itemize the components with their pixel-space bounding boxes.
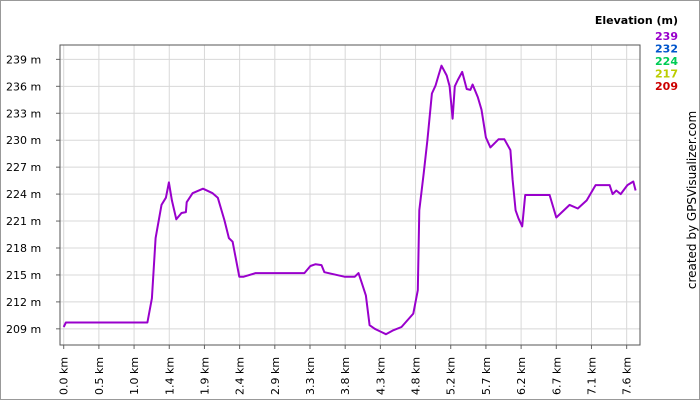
x-tick-label: 0.5 km (93, 357, 106, 395)
legend-value: 239 (655, 30, 678, 43)
y-tick-label: 239 m (6, 53, 41, 66)
y-tick-label: 221 m (6, 215, 41, 228)
x-tick-label: 4.3 km (374, 357, 387, 395)
x-tick-label: 5.2 km (445, 357, 458, 395)
legend-value: 232 (655, 43, 678, 56)
x-tick-label: 2.9 km (269, 357, 282, 395)
elevation-line (62, 64, 637, 336)
x-tick-label: 5.7 km (480, 357, 493, 395)
x-tick-label: 7.6 km (621, 357, 634, 395)
legend-value: 217 (655, 68, 678, 81)
x-tick-label: 1.9 km (198, 357, 211, 395)
x-tick-label: 6.7 km (550, 357, 563, 395)
y-tick-label: 212 m (6, 296, 41, 309)
y-tick-label: 227 m (6, 161, 41, 174)
y-tick-label: 236 m (6, 80, 41, 93)
x-tick-label: 6.2 km (515, 357, 528, 395)
x-tick-label: 1.4 km (163, 357, 176, 395)
legend-title: Elevation (m) (595, 14, 678, 27)
y-tick-label: 224 m (6, 188, 41, 201)
plot-border (59, 44, 641, 346)
legend-value: 209 (655, 80, 678, 93)
plot-area (60, 45, 640, 345)
y-tick-label: 215 m (6, 269, 41, 282)
y-tick-label: 209 m (6, 323, 41, 336)
x-tick-label: 1.0 km (128, 357, 141, 395)
x-tick-label: 2.4 km (234, 357, 247, 395)
x-tick-label: 0.0 km (58, 357, 71, 395)
x-tick-label: 7.1 km (585, 357, 598, 395)
x-tick-label: 3.8 km (339, 357, 352, 395)
y-tick-label: 218 m (6, 242, 41, 255)
x-tick-label: 4.8 km (410, 357, 423, 395)
legend-value: 224 (655, 55, 678, 68)
x-tick-label: 3.3 km (304, 357, 317, 395)
y-tick-label: 230 m (6, 134, 41, 147)
credit: created by GPSVisualizer.com (685, 111, 699, 289)
y-tick-label: 233 m (6, 107, 41, 120)
